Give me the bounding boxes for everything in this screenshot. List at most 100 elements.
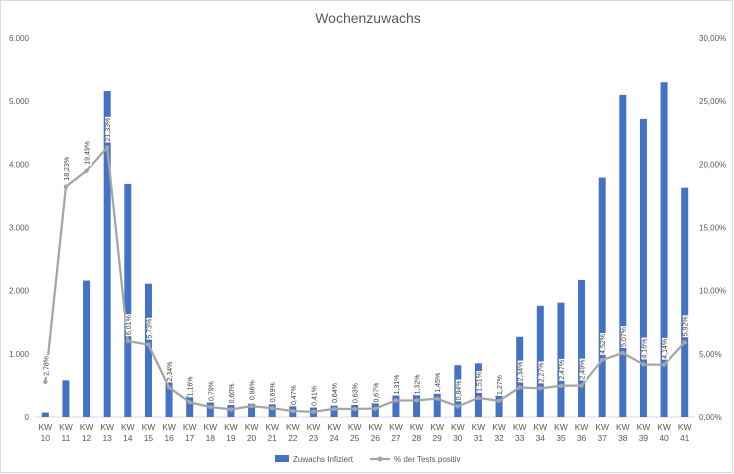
data-label: 6,01% (126, 315, 133, 335)
y-axis-tick-label: 1.000 (9, 350, 30, 359)
x-axis-tick-label: KW 35 (554, 422, 568, 443)
data-label: 5,92% (683, 316, 690, 336)
bar (144, 283, 152, 417)
data-label: 5,07% (621, 327, 628, 347)
data-label-background (373, 381, 381, 404)
data-label-background (393, 373, 401, 396)
data-label-background (63, 155, 71, 182)
data-label: 2,78% (43, 356, 50, 376)
data-label-background (146, 317, 154, 340)
line-point (146, 342, 151, 347)
bar (598, 177, 606, 417)
line-point (579, 383, 584, 388)
series-line (44, 146, 686, 413)
line-point (331, 406, 337, 412)
line-point (373, 406, 378, 411)
x-axis-tick-label: KW 24 (327, 422, 341, 443)
x-axis-tick-label: KW 39 (637, 422, 651, 443)
line-point (311, 409, 316, 415)
x-axis-tick-label: KW 37 (595, 422, 609, 443)
data-label-background (187, 375, 195, 398)
data-label: 2,49% (580, 360, 587, 380)
line-point (84, 168, 89, 173)
legend-label-bar: Zuwachs Infiziert (293, 455, 354, 464)
data-label: 0,64% (332, 383, 339, 403)
data-label: 0,47% (291, 385, 298, 405)
x-axis-tick-label: KW 29 (430, 422, 444, 443)
bar (248, 403, 256, 417)
data-label-background (558, 358, 566, 381)
data-labels-group: 2,78% 18,23% 19,49% 21,33% 6,01% 5,73% 2,34% 1,… (43, 116, 690, 407)
line-point (476, 395, 481, 401)
y2-axis-tick-label: 5,00% (699, 350, 722, 359)
legend-marker-line (377, 456, 383, 462)
data-label: 21,33% (105, 118, 112, 142)
data-label-background (455, 379, 463, 402)
x-axis-tick-label: KW 28 (410, 422, 424, 443)
x-axis-tick-label: KW 13 (100, 422, 114, 443)
y-axis-tick-label: 5.000 (9, 97, 30, 106)
x-axis-tick-label: KW 16 (162, 422, 176, 443)
bar (578, 279, 586, 417)
data-label: 1,27% (497, 375, 504, 395)
data-label: 0,67% (373, 383, 380, 403)
data-label: 4,16% (641, 339, 648, 359)
x-axis-tick-label: KW 34 (533, 422, 547, 443)
bar (681, 187, 689, 417)
data-label-background (270, 381, 278, 404)
x-axis-tick-label: KW 32 (492, 422, 506, 443)
data-label: 2,34% (167, 362, 174, 382)
data-label: 18,23% (64, 157, 71, 181)
data-label-background (662, 337, 670, 360)
data-label-background (249, 379, 257, 402)
data-label: 2,47% (559, 360, 566, 380)
y-axis-tick-label: 3.000 (9, 224, 30, 233)
bar (619, 94, 627, 417)
line-point (455, 404, 461, 409)
bar (41, 412, 49, 417)
line-point (104, 145, 110, 150)
x-axis-tick-label: KW 15 (142, 422, 156, 443)
y2-axis-tick-label: 0,00% (699, 413, 722, 422)
line-point (393, 398, 399, 403)
y-axis-tick-label: 2.000 (9, 287, 30, 296)
legend: Zuwachs Infiziert % der Tests positiv (275, 455, 461, 464)
x-axis-tick-label: KW 31 (472, 422, 486, 443)
x-axis-tick-label: KW 40 (657, 422, 671, 443)
data-label: 0,41% (311, 386, 318, 406)
line-point (682, 340, 687, 345)
line-point (269, 406, 275, 411)
chart-title: Wochenzuwachs (315, 10, 421, 26)
line-point (414, 398, 419, 403)
bar (536, 305, 544, 417)
data-label: 0,79% (208, 381, 215, 401)
axes-group: 0 1.000 2.000 3.000 4.000 5.000 6.000 0,00% 5,00… (9, 34, 726, 443)
x-axis-tick-label: KW 33 (513, 422, 527, 443)
y2-axis-tick-label: 10,00% (699, 287, 726, 296)
y2-axis-tick-label: 25,00% (699, 97, 726, 106)
line-point (125, 338, 131, 344)
data-label: 2,34% (518, 362, 525, 382)
bar (392, 395, 400, 417)
line-group (43, 145, 687, 415)
line-point (290, 408, 296, 414)
bar (268, 404, 276, 417)
y2-axis-tick-label: 20,00% (699, 160, 726, 169)
data-label-background (579, 358, 587, 381)
bar (330, 405, 338, 417)
line-point (166, 385, 172, 390)
data-label-background (600, 333, 608, 355)
legend-label-line: % der Tests positiv (394, 455, 461, 464)
line-point (187, 400, 192, 405)
data-label: 19,49% (85, 141, 92, 165)
data-label-background (228, 382, 236, 405)
bar (206, 402, 214, 417)
y-axis-tick-label: 4.000 (9, 160, 30, 169)
x-axis-tick-label: KW 22 (286, 422, 300, 443)
line-point (517, 385, 522, 390)
data-label-background (620, 326, 628, 348)
data-label: 0,69% (270, 382, 277, 402)
data-label-background (414, 373, 422, 396)
x-axis-tick-label: KW 36 (575, 422, 589, 443)
